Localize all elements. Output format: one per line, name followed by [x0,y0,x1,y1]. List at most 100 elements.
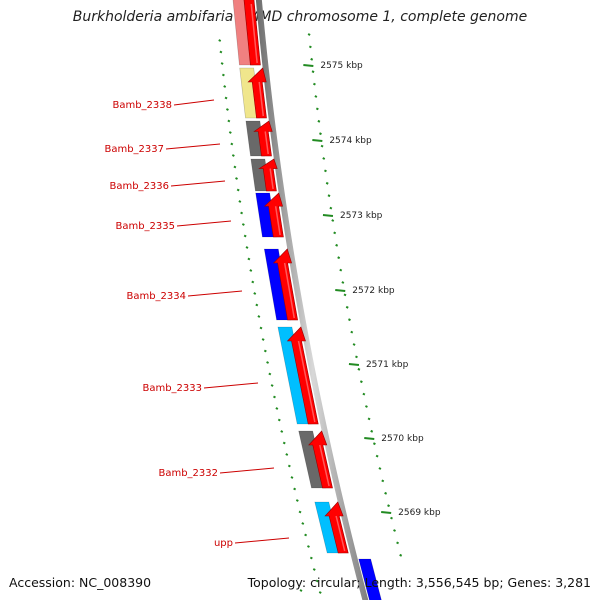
gene-arrow[interactable] [272,248,298,321]
outer-tick [235,177,238,180]
gene-arrow[interactable] [253,120,273,157]
gene-arrow-highlight [319,444,330,487]
outer-tick [280,430,284,433]
gene-label-leader [234,537,290,544]
gene-label[interactable]: Bamb_2336 [109,181,169,192]
scale-label: 2569 kbp [398,508,441,518]
outer-tick [231,154,235,157]
outer-tick [298,510,302,514]
scale-minor-tick [370,429,374,433]
outer-tick [253,292,257,295]
gene-label-leader [203,382,259,389]
gene-cog-box[interactable] [358,558,384,600]
gene-arrow[interactable] [247,67,267,119]
outer-tick [240,211,244,215]
scale-minor-tick [333,231,337,235]
outer-tick [261,338,265,341]
scale-major-tick [322,214,334,217]
gene-arrow[interactable] [308,430,333,489]
scale-minor-tick [375,454,379,458]
scale-minor-tick [341,281,345,284]
gene-arrow-highlight [250,3,258,64]
outer-tick [220,62,224,65]
outer-tick [227,119,231,123]
scale-minor-tick [335,243,339,247]
outer-tick [257,315,261,318]
scale-minor-tick [308,45,312,49]
outer-tick [228,131,232,134]
scale-minor-tick [362,392,366,396]
scale-minor-tick [327,194,331,198]
gene-label[interactable]: Bamb_2332 [158,468,218,479]
gene-arrow-highlight [264,131,269,155]
scale-minor-tick [345,305,349,309]
gene-label[interactable]: Bamb_2338 [112,100,172,111]
scale-minor-tick [381,479,385,483]
scale-minor-tick [311,70,315,74]
gene-label[interactable]: Bamb_2334 [126,291,186,302]
outer-tick [312,568,316,571]
scale-label: 2575 kbp [320,61,363,71]
outer-tick [290,476,294,479]
gene-arrow[interactable] [243,0,261,66]
outer-tick [238,200,242,203]
scale-minor-tick [350,330,354,334]
gene-arrow[interactable] [286,326,319,425]
gene-label[interactable]: Bamb_2333 [142,383,202,394]
scale-minor-tick [315,107,319,111]
outer-tick [223,85,227,88]
scale-major-tick [335,289,346,292]
outer-tick [318,591,322,594]
scale-minor-tick [348,318,351,322]
scale-minor-tick [372,442,376,446]
scale-major-tick [303,64,314,67]
outer-tick [225,108,229,111]
gene-arrow-highlight [274,206,281,236]
gene-arrow[interactable] [258,158,278,192]
scale-minor-tick [320,144,324,148]
outer-tick [218,39,222,42]
scale-minor-tick [322,157,326,160]
scale-label: 2573 kbp [340,211,383,221]
outer-tick [268,372,272,376]
outer-tick [293,487,297,491]
scale-minor-tick [357,367,361,371]
scale-minor-tick [367,417,371,421]
outer-tick [277,418,281,422]
gene-arrow[interactable] [324,501,349,554]
page-title: Burkholderia ambifaria AMMD chromosome 1… [72,9,528,25]
scale-minor-tick [331,219,335,222]
scale-minor-tick [393,529,396,532]
gene-label-leader [176,220,232,227]
scale-minor-tick [324,169,327,173]
scale-minor-tick [355,355,358,359]
outer-tick [233,165,237,169]
outer-tick [266,361,270,364]
gene-label[interactable]: Bamb_2337 [104,144,164,155]
gene-label-leader [187,290,243,297]
scale-minor-tick [329,206,333,210]
gene-label-leader [219,467,275,474]
scale-minor-tick [364,405,368,408]
gene-arrow[interactable] [263,192,284,238]
outer-tick [249,269,253,272]
gene-label[interactable]: upp [214,538,233,549]
scale-minor-tick [343,293,347,297]
gene-label-leader [170,180,226,187]
outer-tick [270,384,274,387]
outer-tick [221,73,225,77]
gene-label[interactable]: Bamb_2335 [115,221,175,232]
outer-tick [247,257,251,261]
accession-text: Accession: NC_008390 [9,575,152,590]
scale-minor-tick [352,343,356,346]
gene-arrow-highlight [283,262,295,319]
outer-tick [309,556,313,560]
scale-minor-tick [317,119,321,123]
genome-summary-text: Topology: circular; Length: 3,556,545 bp… [247,575,591,590]
outer-tick [241,223,245,226]
scale-minor-tick [387,504,390,508]
scale-minor-tick [312,82,316,86]
gene-arrow-highlight [297,340,316,423]
scale-minor-tick [325,181,329,185]
